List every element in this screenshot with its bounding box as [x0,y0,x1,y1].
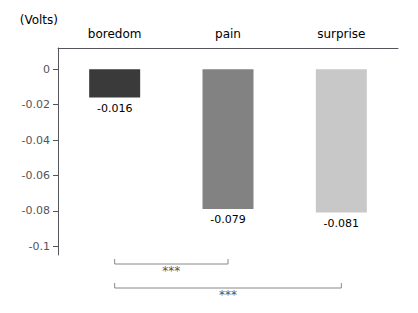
svg-text:-0.08: -0.08 [22,204,50,217]
svg-text:***: *** [162,264,180,278]
svg-text:***: *** [219,288,237,302]
svg-text:0: 0 [43,63,50,76]
svg-text:boredom: boredom [88,27,142,41]
svg-text:-0.1: -0.1 [29,240,50,253]
svg-text:-0.079: -0.079 [210,213,245,226]
svg-text:-0.04: -0.04 [22,134,50,147]
svg-text:surprise: surprise [317,27,365,41]
svg-text:pain: pain [215,27,241,41]
svg-text:-0.02: -0.02 [22,98,50,111]
svg-text:-0.016: -0.016 [97,102,132,115]
svg-text:-0.081: -0.081 [324,217,359,230]
svg-text:-0.06: -0.06 [22,169,50,182]
svg-text:(Volts): (Volts) [20,13,58,27]
